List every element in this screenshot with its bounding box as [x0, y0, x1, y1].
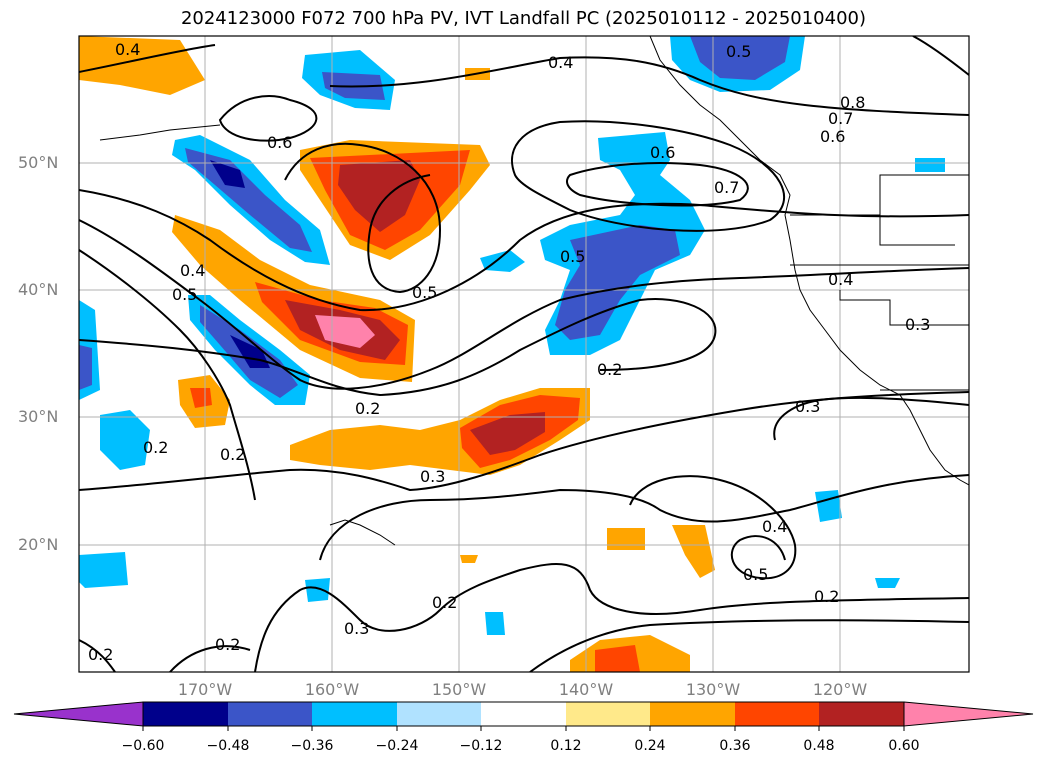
contour-label: 0.4 — [548, 53, 573, 72]
contour-label: 0.5 — [412, 283, 437, 302]
colorbar-tick-label: −0.36 — [290, 738, 334, 754]
colorbar-segment — [650, 702, 735, 726]
contour-label: 0.8 — [840, 93, 865, 112]
colorbar-tick-label: −0.48 — [206, 738, 250, 754]
colorbar-segment — [481, 702, 566, 726]
lon-label: 140°W — [558, 680, 614, 699]
contour-label: 0.6 — [267, 133, 292, 152]
contour-label: 0.6 — [820, 127, 845, 146]
contour-label: 0.2 — [432, 593, 457, 612]
colorbar-tick-label: −0.60 — [121, 738, 165, 754]
colorbar-tick-label: 0.48 — [803, 738, 835, 754]
colorbar-segment — [312, 702, 397, 726]
colorbar-tick-label: 0.12 — [550, 738, 582, 754]
lon-label: 120°W — [812, 680, 868, 699]
contour-label: 0.4 — [115, 40, 140, 59]
colorbar-outline — [142, 701, 905, 727]
colorbar-segment — [228, 702, 312, 726]
contour-label: 0.7 — [714, 178, 739, 197]
colorbar-tick-label: −0.24 — [375, 738, 419, 754]
contour-label: 0.2 — [88, 645, 113, 664]
lon-label: 170°W — [177, 680, 233, 699]
map-title: 2024123000 F072 700 hPa PV, IVT Landfall… — [180, 8, 867, 29]
contour-label: 0.2 — [220, 445, 245, 464]
contour-label: 0.6 — [650, 143, 675, 162]
lat-label: 40°N — [18, 280, 59, 299]
map-frame — [78, 35, 970, 673]
contour-label: 0.5 — [743, 565, 768, 584]
positive-shading — [79, 36, 715, 672]
colorbar-segment — [566, 702, 650, 726]
lat-label: 50°N — [18, 153, 59, 172]
contour-label: 0.2 — [355, 399, 380, 418]
contour-label: 0.5 — [560, 247, 585, 266]
lon-label: 150°W — [431, 680, 487, 699]
colorbar-segment — [819, 702, 904, 726]
lat-label: 20°N — [18, 535, 59, 554]
contour-label: 0.3 — [420, 467, 445, 486]
colorbar-tick-label: 0.60 — [888, 738, 920, 754]
contour-label: 0.2 — [215, 635, 240, 654]
contour-label: 0.4 — [762, 517, 787, 536]
contour-label: 0.7 — [828, 109, 853, 128]
contour-label: 0.3 — [795, 397, 820, 416]
colorbar-segment — [397, 702, 481, 726]
contour-label: 0.4 — [828, 270, 853, 289]
contour-label: 0.3 — [905, 315, 930, 334]
lat-label: 30°N — [18, 407, 59, 426]
colorbar-extend-max — [903, 701, 1034, 727]
contour-label: 0.2 — [597, 360, 622, 379]
colorbar-segment — [143, 702, 228, 726]
contour-label: 0.5 — [726, 42, 751, 61]
lon-label: 160°W — [304, 680, 360, 699]
pv-contours — [79, 36, 969, 672]
lon-label: 130°W — [685, 680, 741, 699]
colorbar-tick-label: 0.36 — [719, 738, 751, 754]
contour-label: 0.2 — [143, 438, 168, 457]
colorbar-extend-min — [13, 701, 144, 727]
colorbar-tick-label: 0.24 — [634, 738, 666, 754]
contour-label: 0.3 — [344, 619, 369, 638]
colorbar-tick-label: −0.12 — [459, 738, 503, 754]
contour-label: 0.4 — [180, 261, 205, 280]
graticule — [79, 36, 969, 672]
contour-label-group: 0.4 0.4 0.5 0.8 0.7 0.6 0.6 0.6 0.7 0.5 … — [88, 40, 930, 664]
colorbar-segment — [735, 702, 819, 726]
contour-label: 0.2 — [814, 587, 839, 606]
colorbar — [13, 701, 1034, 731]
contour-label: 0.5 — [172, 285, 197, 304]
